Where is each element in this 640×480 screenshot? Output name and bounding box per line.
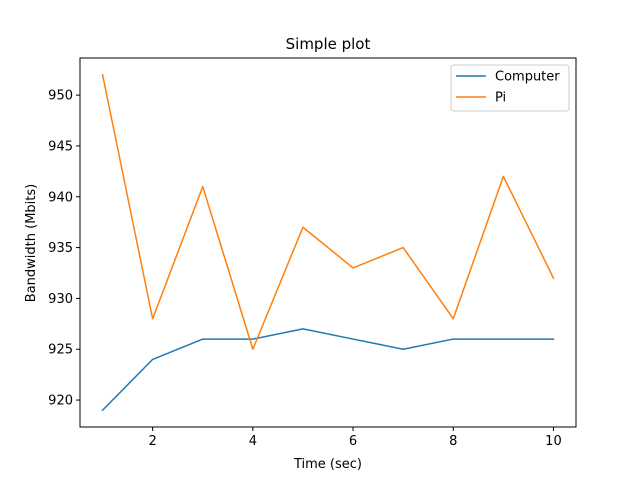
plot-frame xyxy=(79,57,577,428)
y-tick-label: 950 xyxy=(48,89,73,104)
x-tick-label: 2 xyxy=(149,434,157,449)
y-tick-label: 935 xyxy=(48,241,73,256)
legend-label-pi: Pi xyxy=(495,91,506,106)
x-tick-label: 6 xyxy=(349,434,357,449)
y-tick-label: 925 xyxy=(48,343,73,358)
y-axis-label: Bandwidth (Mbits) xyxy=(24,184,39,302)
x-axis: 2 4 6 8 10 xyxy=(149,427,562,449)
x-axis-label: Time (sec) xyxy=(293,457,362,472)
y-tick-label: 945 xyxy=(48,139,73,154)
x-tick-label: 4 xyxy=(249,434,257,449)
y-tick-label: 920 xyxy=(48,394,73,409)
legend: Computer Pi xyxy=(450,64,570,112)
x-tick-label: 10 xyxy=(545,434,562,449)
series-line-pi xyxy=(101,73,555,350)
y-tick-label: 940 xyxy=(48,190,73,205)
legend-label-computer: Computer xyxy=(495,70,560,85)
series-layer xyxy=(101,73,555,412)
y-tick-label: 930 xyxy=(48,292,73,307)
series-line-computer xyxy=(101,328,555,412)
chart-title: Simple plot xyxy=(286,35,371,53)
y-axis: 920 925 930 935 940 945 950 xyxy=(48,89,80,409)
x-tick-label: 8 xyxy=(449,434,457,449)
